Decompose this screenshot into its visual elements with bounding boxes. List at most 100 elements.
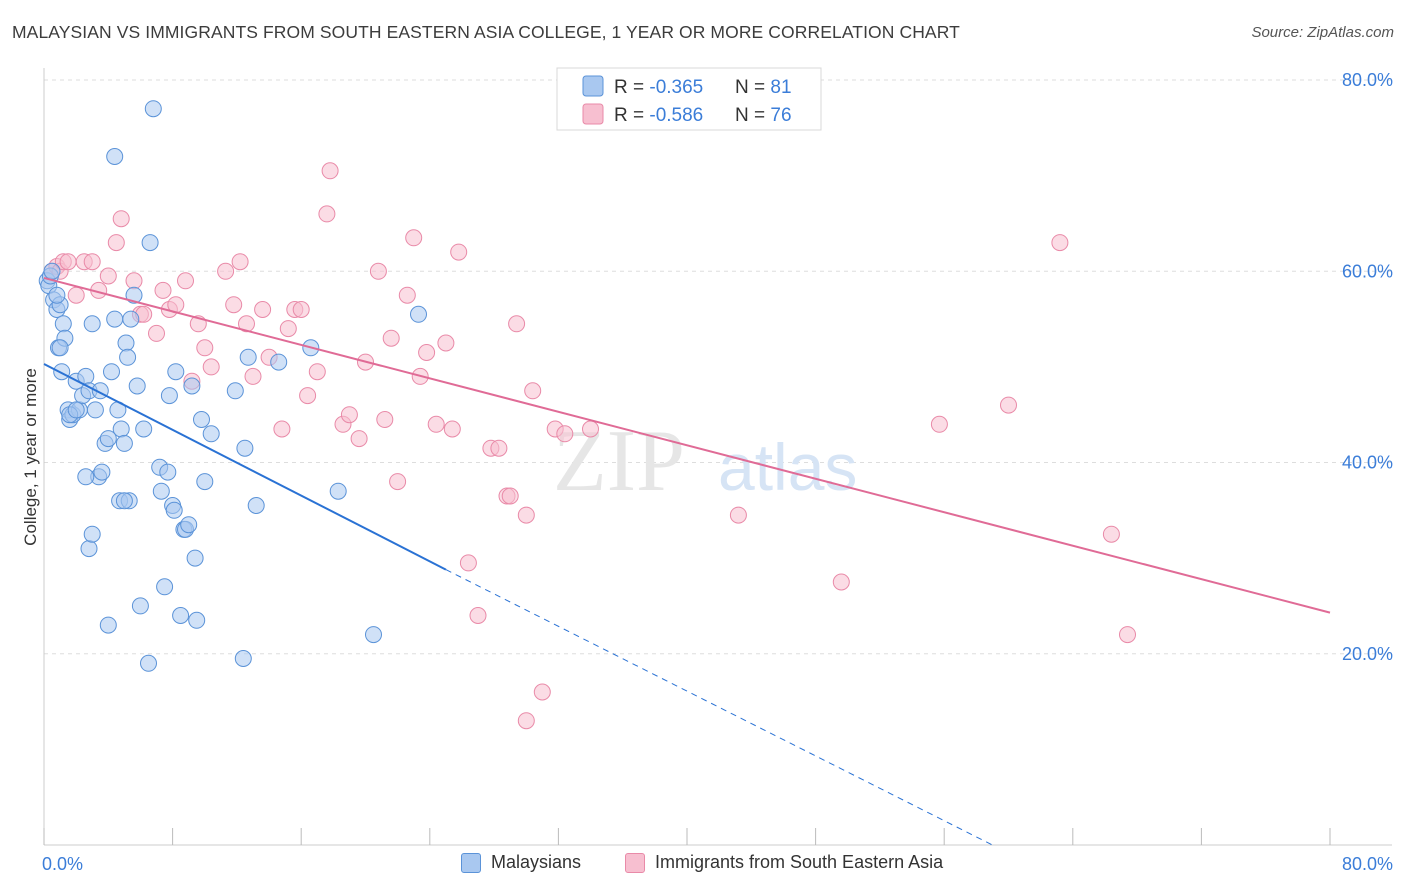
trend-line-immigrants <box>43 276 1331 614</box>
malaysians-point-58 <box>196 473 214 491</box>
immigrants-point-16 <box>154 281 172 299</box>
legend-swatch-blue <box>582 75 604 97</box>
malaysians-point-36 <box>128 377 146 395</box>
immigrants-point-46 <box>389 473 407 491</box>
malaysians-point-53 <box>180 516 198 534</box>
malaysians-point-35 <box>125 286 143 304</box>
immigrants-point-73 <box>1119 626 1136 644</box>
immigrants-point-68 <box>832 573 850 591</box>
trend-line-malaysians <box>43 363 447 571</box>
tick-labels: 20.0% 40.0% 60.0% 80.0% 0.0% 80.0% <box>42 70 1393 874</box>
legend-label-malaysians: Malaysians <box>491 852 582 872</box>
malaysians-point-72 <box>83 525 101 543</box>
immigrants-point-55 <box>459 554 477 572</box>
immigrants-point-38 <box>321 162 339 180</box>
immigrants-point-31 <box>273 420 291 438</box>
immigrants-point-52 <box>437 334 455 352</box>
legend-r-value-2: -0.586 <box>649 105 703 126</box>
malaysians-point-32 <box>119 348 137 366</box>
immigrants-point-74 <box>517 712 535 730</box>
malaysians-point-62 <box>236 439 254 457</box>
immigrants-point-56 <box>469 607 487 624</box>
malaysians-point-71 <box>80 540 98 558</box>
trend-lines <box>43 276 1331 846</box>
immigrants-point-67 <box>729 506 747 524</box>
malaysians-point-39 <box>140 654 157 672</box>
malaysians-point-77 <box>67 401 85 419</box>
y-tick-label-2: 60.0% <box>1342 261 1393 281</box>
malaysians-point-44 <box>156 578 174 596</box>
malaysians-point-50 <box>172 607 190 624</box>
legend-n-label-2: N = <box>735 105 770 126</box>
watermark: ZIP atlas <box>553 413 857 510</box>
svg-text:N = 76: N = 76 <box>735 105 792 126</box>
malaysians-point-56 <box>188 611 206 629</box>
x-tick-label-max: 80.0% <box>1342 854 1393 874</box>
malaysians-point-46 <box>160 387 178 405</box>
immigrants-point-29 <box>254 301 272 318</box>
legend-label-immigrants: Immigrants from South Eastern Asia <box>655 852 944 872</box>
immigrants-point-28 <box>244 367 262 385</box>
immigrants-point-70 <box>1000 396 1017 414</box>
legend-box: R = -0.365 N = 81 R = -0.586 N = 76 <box>556 67 822 131</box>
legend-swatch-pink <box>582 103 604 125</box>
immigrants-point-7 <box>83 253 101 271</box>
immigrants-point-11 <box>112 210 130 228</box>
malaysians-point-3 <box>43 262 61 280</box>
malaysians-point-40 <box>141 234 159 252</box>
malaysians-point-73 <box>77 468 95 486</box>
legend-n-value-2: 76 <box>770 105 791 126</box>
malaysians-point-22 <box>93 463 111 481</box>
immigrants-point-5 <box>67 286 85 304</box>
axes <box>43 68 1392 846</box>
trend-line-malaysians-extension <box>445 569 993 846</box>
immigrants-point-62 <box>524 382 542 400</box>
immigrants-point-75 <box>501 487 519 505</box>
malaysians-point-48 <box>165 501 183 519</box>
immigrants-point-48 <box>405 229 423 247</box>
malaysians-point-41 <box>144 100 162 118</box>
immigrants-point-22 <box>196 339 214 357</box>
malaysians-point-25 <box>103 363 120 381</box>
source-note: Source: ZipAtlas.com <box>1251 24 1394 41</box>
legend-item-malaysians: Malaysians <box>461 852 581 873</box>
immigrants-point-43 <box>369 262 387 280</box>
y-tick-label-3: 80.0% <box>1342 70 1393 90</box>
legend-r-value-1: -0.365 <box>649 77 703 98</box>
malaysians-point-74 <box>99 616 117 634</box>
chart-title: MALAYSIAN VS IMMIGRANTS FROM SOUTH EASTE… <box>12 22 960 42</box>
immigrants-point-35 <box>299 387 317 405</box>
malaysians-point-24 <box>99 430 117 448</box>
immigrants-point-26 <box>231 253 249 271</box>
malaysians-point-34 <box>122 310 140 328</box>
immigrants-point-45 <box>382 329 400 347</box>
grid-lines <box>44 79 1392 655</box>
series-malaysians-points <box>38 100 427 672</box>
malaysians-point-69 <box>410 305 427 323</box>
immigrants-point-36 <box>308 363 326 381</box>
immigrants-point-58 <box>490 439 508 457</box>
svg-text:N = 81: N = 81 <box>735 77 792 98</box>
malaysians-point-67 <box>329 482 347 500</box>
malaysians-point-63 <box>239 348 257 366</box>
immigrants-point-72 <box>1102 525 1120 543</box>
immigrants-point-19 <box>177 272 194 290</box>
malaysians-point-54 <box>183 377 201 395</box>
series-immigrants-points <box>43 162 1136 730</box>
y-tick-label-1: 40.0% <box>1342 453 1393 473</box>
immigrants-point-32 <box>279 320 297 338</box>
malaysians-point-26 <box>106 310 124 328</box>
immigrants-point-54 <box>450 243 468 261</box>
malaysians-point-8 <box>53 363 71 381</box>
malaysians-point-55 <box>186 549 204 567</box>
y-tick-label-0: 20.0% <box>1342 644 1393 664</box>
legend-n-label-1: N = <box>735 77 770 98</box>
malaysians-point-43 <box>152 482 170 500</box>
legend-swatch-malaysians <box>461 852 481 873</box>
immigrants-point-51 <box>427 415 445 433</box>
malaysians-point-57 <box>193 411 210 428</box>
malaysians-point-49 <box>167 363 185 381</box>
legend-r-label-2: R = <box>614 105 649 126</box>
immigrants-point-65 <box>556 425 574 443</box>
